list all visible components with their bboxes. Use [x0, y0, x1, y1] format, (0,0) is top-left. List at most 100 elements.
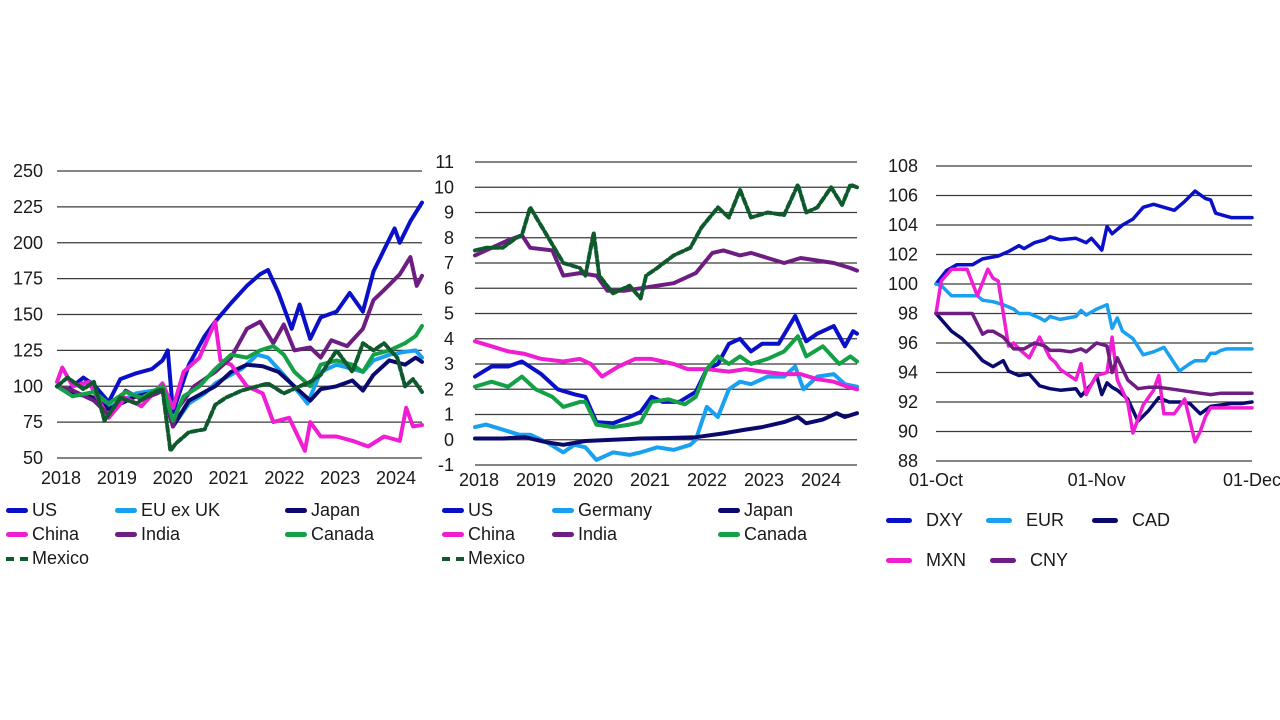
legend-item-cad: CAD: [1092, 510, 1170, 531]
series-line-cny: [934, 311, 1254, 397]
y-tick-label: 125: [13, 340, 43, 360]
legend-label: China: [468, 524, 516, 544]
legend-swatch: [6, 532, 28, 537]
legend-item-china: China: [442, 524, 515, 545]
legend-item-mexico: Mexico: [442, 548, 525, 569]
series-line-us: [55, 200, 424, 415]
y-tick-label: 90: [898, 422, 918, 442]
legend-label: Mexico: [32, 548, 90, 568]
legend-swatch: [886, 518, 912, 523]
legend-equity: US EU ex UK Japan China India Canada Mexico: [0, 498, 430, 588]
legend-label: Mexico: [468, 548, 526, 568]
y-tick-label: 9: [444, 203, 454, 223]
legend-label: India: [141, 524, 181, 544]
chart-equity-panel: 50 75 100 125 150 175 200 225 250 2018 2019 2020 202…: [0, 150, 430, 590]
chart-fx-panel: 88 90 92 94 96 98 100 102 104 106 108 01-Oct 01-Nov 0…: [870, 150, 1280, 590]
y-tick-label: 0: [444, 430, 454, 450]
series-line-china: [473, 339, 859, 392]
legend-label: EUR: [1026, 510, 1065, 530]
y-tick-label: 200: [13, 233, 43, 253]
legend-item-us: US: [6, 500, 57, 521]
legend-swatch: [990, 558, 1016, 563]
series-line-eu-ex-uk: [55, 348, 424, 429]
x-tick-label: 2022: [687, 470, 727, 490]
legend-label: US: [32, 500, 58, 520]
legend-swatch: [718, 532, 740, 537]
legend-item-eur: EUR: [986, 510, 1064, 531]
x-tick-label: 2018: [459, 470, 499, 490]
x-tick-label: 2020: [153, 468, 193, 488]
chart-yields: -1 0 1 2 3 4 5 6 7 8 9 10 11 2018 2019 2020 2021 2022 2023…: [434, 152, 859, 490]
legend-swatch: [285, 508, 307, 513]
y-tick-label: -1: [438, 455, 454, 475]
y-tick-label: 92: [898, 392, 918, 412]
y-tick-label: 1: [444, 405, 454, 425]
series-line-china: [55, 319, 424, 453]
legend-item-japan: Japan: [285, 500, 360, 521]
x-tick-label: 2024: [376, 468, 416, 488]
legend-swatch: [115, 508, 137, 513]
x-tick-label: 2021: [630, 470, 670, 490]
legend-item-india: India: [115, 524, 180, 545]
y-tick-label: 108: [888, 156, 918, 176]
y-tick-label: 75: [23, 412, 43, 432]
chart-equity: 50 75 100 125 150 175 200 225 250 2018 2019 2020 202…: [13, 161, 424, 488]
legend-item-japan: Japan: [718, 500, 793, 521]
legend-item-dxy: DXY: [886, 510, 963, 531]
y-tick-label: 250: [13, 161, 43, 181]
legend-swatch: [285, 532, 307, 537]
y-tick-label: 100: [888, 274, 918, 294]
y-tick-label: 104: [888, 215, 918, 235]
y-tick-label: 94: [898, 363, 918, 383]
legend-label: Canada: [311, 524, 375, 544]
legend-swatch: [6, 556, 28, 561]
series-line-germany: [473, 364, 859, 462]
y-tick-label: 10: [434, 177, 454, 197]
x-tick-label: 2020: [573, 470, 613, 490]
legend-fx: DXY EUR CAD MXN CNY: [870, 498, 1280, 608]
series-line-us: [473, 314, 859, 426]
x-tick-label: 2018: [41, 468, 81, 488]
x-tick-label: 01-Nov: [1068, 470, 1126, 490]
y-tick-label: 225: [13, 197, 43, 217]
legend-swatch: [115, 532, 137, 537]
legend-item-india: India: [552, 524, 617, 545]
y-tick-label: 6: [444, 278, 454, 298]
y-tick-label: 11: [435, 152, 454, 172]
legend-swatch: [442, 508, 464, 513]
y-tick-label: 100: [13, 376, 43, 396]
y-tick-label: 98: [898, 304, 918, 324]
legend-swatch: [442, 532, 464, 537]
chart-fx: 88 90 92 94 96 98 100 102 104 106 108 01-Oct 01-Nov 0…: [888, 156, 1280, 490]
series-line-cad: [934, 311, 1254, 423]
legend-item-canada: Canada: [718, 524, 807, 545]
legend-item-china: China: [6, 524, 79, 545]
legend-item-cny: CNY: [990, 550, 1068, 571]
legend-label: US: [468, 500, 494, 520]
series-line-japan: [473, 411, 859, 447]
legend-item-mexico: Mexico: [6, 548, 89, 569]
legend-item-germany: Germany: [552, 500, 652, 521]
legend-label: MXN: [926, 550, 966, 570]
legend-item-us: US: [442, 500, 493, 521]
series-line-canada: [55, 324, 424, 423]
series-line-mexico: [473, 182, 859, 301]
y-tick-label: 88: [898, 451, 918, 471]
x-tick-label: 2019: [97, 468, 137, 488]
y-tick-label: 2: [444, 379, 454, 399]
x-tick-label: 2022: [264, 468, 304, 488]
y-tick-label: 3: [444, 354, 454, 374]
legend-swatch: [552, 508, 574, 513]
y-tick-label: 175: [13, 269, 43, 289]
x-tick-label: 2021: [209, 468, 249, 488]
legend-label: Canada: [744, 524, 808, 544]
legend-swatch: [986, 518, 1012, 523]
y-tick-label: 5: [444, 304, 454, 324]
legend-item-mxn: MXN: [886, 550, 966, 571]
series-line-india: [473, 233, 859, 293]
x-tick-label: 01-Dec: [1223, 470, 1280, 490]
y-tick-label: 150: [13, 305, 43, 325]
legend-swatch: [442, 556, 464, 561]
y-tick-label: 8: [444, 228, 454, 248]
legend-label: DXY: [926, 510, 964, 530]
